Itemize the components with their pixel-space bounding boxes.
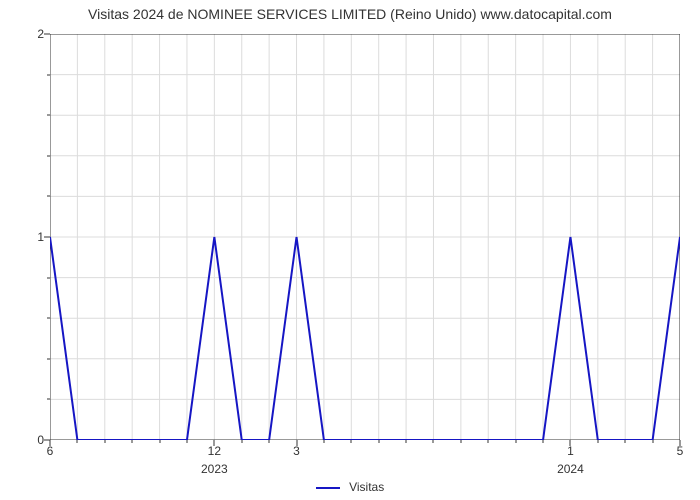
x-tick-major [50,440,51,446]
x-tick-major [214,440,215,446]
y-tick-major [44,34,50,35]
x-tick-label: 3 [293,444,300,458]
x-tick-minor [241,440,242,443]
legend-swatch [316,487,340,489]
y-tick-minor [47,277,50,278]
x-tick-minor [406,440,407,443]
chart-container: Visitas 2024 de NOMINEE SERVICES LIMITED… [0,0,700,500]
x-group-label: 2024 [557,462,584,476]
legend: Visitas [0,480,700,494]
x-tick-minor [269,440,270,443]
x-tick-minor [77,440,78,443]
x-tick-minor [159,440,160,443]
x-tick-minor [543,440,544,443]
x-tick-label: 6 [47,444,54,458]
x-tick-label: 1 [567,444,574,458]
x-tick-minor [597,440,598,443]
plot-wrap: 01261231520232024 Visitas [0,24,700,500]
y-tick-minor [47,155,50,156]
x-tick-minor [460,440,461,443]
y-tick-label: 1 [37,230,44,244]
x-group-label: 2023 [201,462,228,476]
x-tick-major [680,440,681,446]
x-tick-label: 12 [208,444,221,458]
data-line-visitas [50,237,680,440]
x-tick-label: 5 [677,444,684,458]
x-tick-minor [515,440,516,443]
y-tick-minor [47,318,50,319]
y-tick-major [44,440,50,441]
plot-svg [50,34,680,440]
x-tick-minor [104,440,105,443]
x-tick-minor [186,440,187,443]
x-tick-major [296,440,297,446]
chart-title: Visitas 2024 de NOMINEE SERVICES LIMITED… [0,0,700,24]
y-tick-minor [47,115,50,116]
y-tick-minor [47,399,50,400]
y-tick-label: 0 [37,433,44,447]
y-tick-major [44,237,50,238]
x-tick-minor [323,440,324,443]
plot-area: 01261231520232024 [50,34,680,440]
x-tick-minor [625,440,626,443]
y-tick-minor [47,74,50,75]
x-tick-minor [132,440,133,443]
x-tick-minor [433,440,434,443]
y-tick-label: 2 [37,27,44,41]
x-tick-minor [488,440,489,443]
x-tick-minor [351,440,352,443]
x-tick-minor [652,440,653,443]
x-tick-major [570,440,571,446]
x-tick-minor [378,440,379,443]
y-tick-minor [47,358,50,359]
legend-label: Visitas [349,480,384,494]
y-tick-minor [47,196,50,197]
